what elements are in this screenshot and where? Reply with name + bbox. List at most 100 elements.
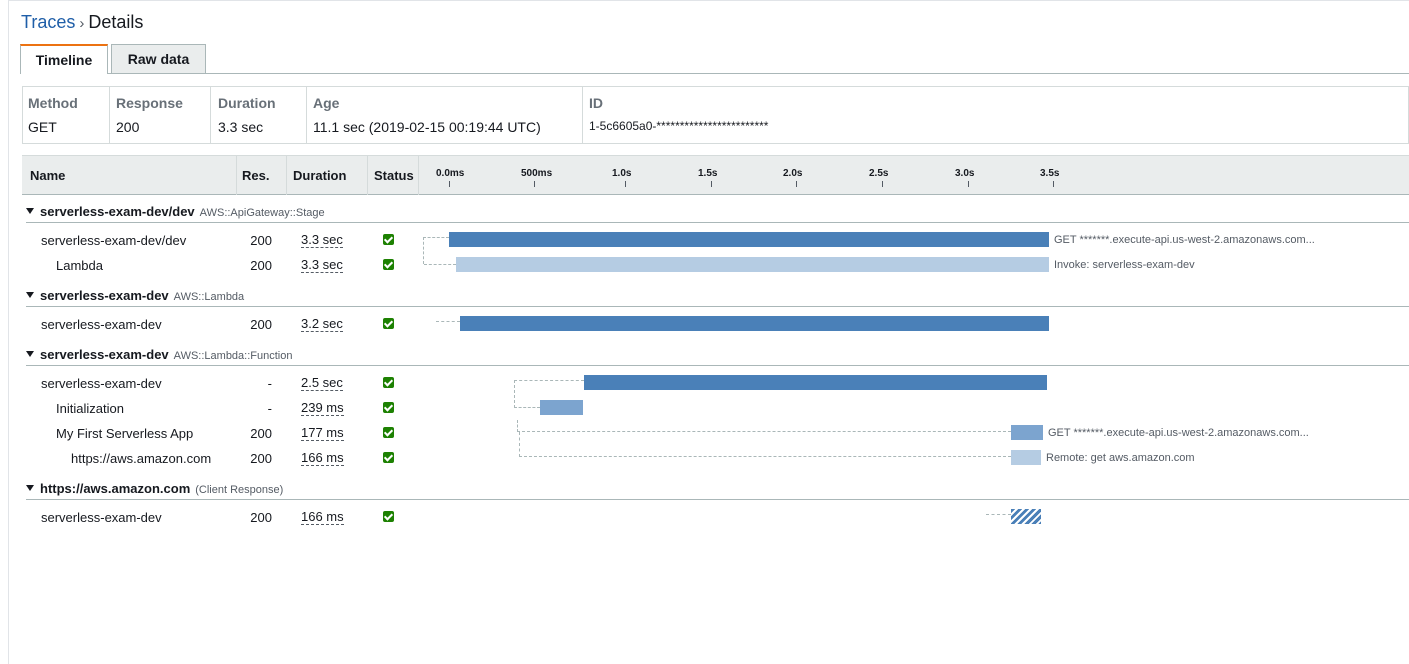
table-row[interactable]: serverless-exam-dev 200 3.2 sec	[0, 311, 1409, 336]
status-ok-icon	[383, 427, 394, 438]
segment-name: My First Serverless App	[56, 426, 194, 441]
timeline-bar-label: GET *******.execute-api.us-west-2.amazon…	[1054, 234, 1315, 246]
collapse-triangle-icon[interactable]	[26, 485, 34, 491]
timeline-bar-label: GET *******.execute-api.us-west-2.amazon…	[1048, 427, 1309, 439]
connector-line	[517, 420, 1011, 432]
segment-response: 200	[250, 233, 272, 248]
group-divider	[26, 499, 1409, 500]
summary-id-label: ID	[589, 95, 603, 111]
segment-group-header[interactable]: https://aws.amazon.com (Client Response)	[26, 481, 283, 496]
segment-group-header[interactable]: serverless-exam-dev AWS::Lambda	[26, 288, 244, 303]
summary-response-label: Response	[116, 95, 183, 111]
segment-group-header[interactable]: serverless-exam-dev/dev AWS::ApiGateway::…	[26, 204, 325, 219]
group-name: serverless-exam-dev	[40, 347, 169, 362]
summary-duration-label: Duration	[218, 95, 276, 111]
timeline-tick: 1.5s	[698, 168, 718, 187]
summary-response: Response 200	[110, 87, 211, 143]
timeline-bar[interactable]	[540, 400, 583, 415]
summary-method: Method GET	[23, 87, 110, 143]
segment-name: https://aws.amazon.com	[71, 451, 212, 466]
segment-response: 200	[250, 510, 272, 525]
table-row[interactable]: https://aws.amazon.com 200 166 ms Remote…	[0, 432, 1409, 470]
segment-name: serverless-exam-dev	[41, 376, 162, 391]
breadcrumb-current: Details	[88, 12, 144, 32]
timeline-tick: 2.0s	[783, 168, 803, 187]
tab-raw-data[interactable]: Raw data	[111, 44, 206, 74]
column-header-status[interactable]: Status	[368, 156, 419, 195]
timeline-bar-label: Invoke: serverless-exam-dev	[1054, 259, 1195, 271]
timeline-tick: 1.0s	[612, 168, 632, 187]
summary-method-value: GET	[28, 119, 57, 135]
status-ok-icon	[383, 318, 394, 329]
timeline-bar-label: Remote: get aws.amazon.com	[1046, 452, 1195, 464]
segment-duration[interactable]: 2.5 sec	[301, 375, 343, 391]
summary-age-value: 11.1 sec (2019-02-15 00:19:44 UTC)	[313, 119, 541, 135]
summary-age: Age 11.1 sec (2019-02-15 00:19:44 UTC)	[307, 87, 583, 143]
summary-age-label: Age	[313, 95, 340, 111]
tab-timeline[interactable]: Timeline	[20, 44, 108, 74]
segment-name: serverless-exam-dev	[41, 510, 162, 525]
segment-duration[interactable]: 3.3 sec	[301, 232, 343, 248]
connector-line	[436, 321, 460, 322]
timeline-tick: 2.5s	[869, 168, 889, 187]
group-divider	[26, 306, 1409, 307]
breadcrumb-traces-link[interactable]: Traces	[21, 12, 76, 32]
timeline-bar[interactable]	[1011, 450, 1041, 465]
timeline-tick: 500ms	[521, 168, 553, 187]
group-name: https://aws.amazon.com	[40, 481, 191, 496]
connector-line	[514, 380, 584, 408]
timeline-bar[interactable]	[1011, 509, 1041, 524]
breadcrumb-separator: ›	[79, 15, 85, 32]
tab-divider	[20, 73, 1409, 74]
segment-duration[interactable]: 3.3 sec	[301, 257, 343, 273]
table-row[interactable]: Initialization - 239 ms	[0, 395, 1409, 420]
segment-response: 200	[250, 317, 272, 332]
group-name: serverless-exam-dev/dev	[40, 204, 195, 219]
timeline-bar[interactable]	[460, 316, 1049, 331]
table-row[interactable]: Lambda 200 3.3 sec Invoke: serverless-ex…	[0, 252, 1409, 277]
timeline-bar[interactable]	[584, 375, 1047, 390]
timeline-bar[interactable]	[449, 232, 1049, 247]
table-row[interactable]: serverless-exam-dev 200 166 ms	[0, 504, 1409, 529]
group-type: AWS::ApiGateway::Stage	[199, 207, 325, 219]
group-type: AWS::Lambda::Function	[173, 350, 293, 362]
segment-name: serverless-exam-dev	[41, 317, 162, 332]
status-ok-icon	[383, 402, 394, 413]
segment-duration[interactable]: 166 ms	[301, 509, 344, 525]
collapse-triangle-icon[interactable]	[26, 292, 34, 298]
summary-duration-value: 3.3 sec	[218, 119, 264, 135]
status-ok-icon	[383, 452, 394, 463]
summary-method-label: Method	[28, 95, 78, 111]
connector-line	[519, 432, 1011, 457]
segment-duration[interactable]: 177 ms	[301, 425, 344, 441]
status-ok-icon	[383, 511, 394, 522]
connector-line	[424, 264, 456, 265]
segment-response: -	[267, 376, 272, 391]
connector-line	[423, 237, 449, 264]
table-row[interactable]: serverless-exam-dev/dev 200 3.3 sec GET …	[0, 227, 1409, 264]
timeline-bar[interactable]	[1011, 425, 1043, 440]
column-header-name[interactable]: Name	[22, 156, 237, 195]
timeline-tick: 0.0ms	[436, 168, 465, 187]
column-header-res[interactable]: Res.	[237, 156, 287, 195]
summary-id: ID 1-5c6605a0-************************	[583, 87, 1409, 143]
segment-duration[interactable]: 239 ms	[301, 400, 344, 416]
table-row[interactable]: serverless-exam-dev - 2.5 sec	[0, 370, 1409, 408]
breadcrumb: Traces › Details	[21, 12, 143, 33]
segment-duration[interactable]: 166 ms	[301, 450, 344, 466]
page-frame	[8, 0, 1409, 664]
column-header-duration[interactable]: Duration	[287, 156, 368, 195]
summary-response-value: 200	[116, 119, 140, 135]
group-name: serverless-exam-dev	[40, 288, 169, 303]
collapse-triangle-icon[interactable]	[26, 351, 34, 357]
connector-line	[514, 407, 540, 408]
summary-duration: Duration 3.3 sec	[211, 87, 307, 143]
table-row[interactable]: My First Serverless App 200 177 ms GET *…	[0, 420, 1409, 445]
segment-response: 200	[250, 451, 272, 466]
collapse-triangle-icon[interactable]	[26, 208, 34, 214]
timeline-bar[interactable]	[456, 257, 1049, 272]
group-type: (Client Response)	[195, 484, 284, 496]
segment-group-header[interactable]: serverless-exam-dev AWS::Lambda::Function	[26, 347, 292, 362]
segment-response: 200	[250, 258, 272, 273]
segment-duration[interactable]: 3.2 sec	[301, 316, 343, 332]
